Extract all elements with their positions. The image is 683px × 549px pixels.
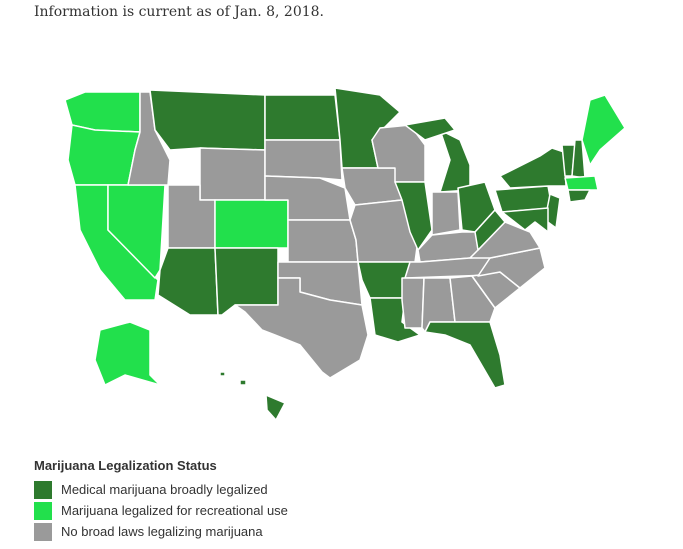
state — [439, 129, 471, 193]
state — [424, 321, 506, 389]
legend-swatch — [34, 502, 52, 520]
state — [474, 209, 506, 251]
state — [94, 321, 161, 386]
state — [401, 277, 425, 329]
state — [157, 247, 219, 316]
note: Information is current as of Jan. 8, 201… — [34, 4, 325, 20]
legend-label: Medical marijuana broadly legalized — [61, 482, 268, 497]
legend-swatch — [34, 523, 52, 541]
state — [265, 394, 286, 421]
state — [501, 207, 549, 233]
state — [239, 379, 247, 386]
state — [431, 191, 461, 236]
state — [404, 117, 456, 141]
state — [199, 147, 266, 201]
state — [581, 94, 626, 166]
state — [341, 167, 403, 206]
state — [214, 199, 289, 249]
state — [499, 147, 567, 189]
legend-title: Marijuana Legalization Status — [34, 458, 217, 473]
state — [449, 275, 496, 323]
state — [219, 371, 226, 377]
state — [567, 189, 591, 203]
state — [264, 94, 341, 141]
map — [64, 87, 626, 421]
legend-label: Marijuana legalized for recreational use — [61, 503, 288, 518]
state — [234, 277, 369, 379]
state — [564, 175, 599, 191]
legend-item: Marijuana legalized for recreational use — [34, 502, 288, 520]
state — [264, 139, 343, 181]
legend-label: No broad laws legalizing marijuana — [61, 524, 263, 539]
state — [287, 219, 359, 263]
legend-swatch — [34, 481, 52, 499]
legend-item: Medical marijuana broadly legalized — [34, 481, 268, 499]
state — [149, 89, 266, 151]
legend-item: No broad laws legalizing marijuana — [34, 523, 263, 541]
